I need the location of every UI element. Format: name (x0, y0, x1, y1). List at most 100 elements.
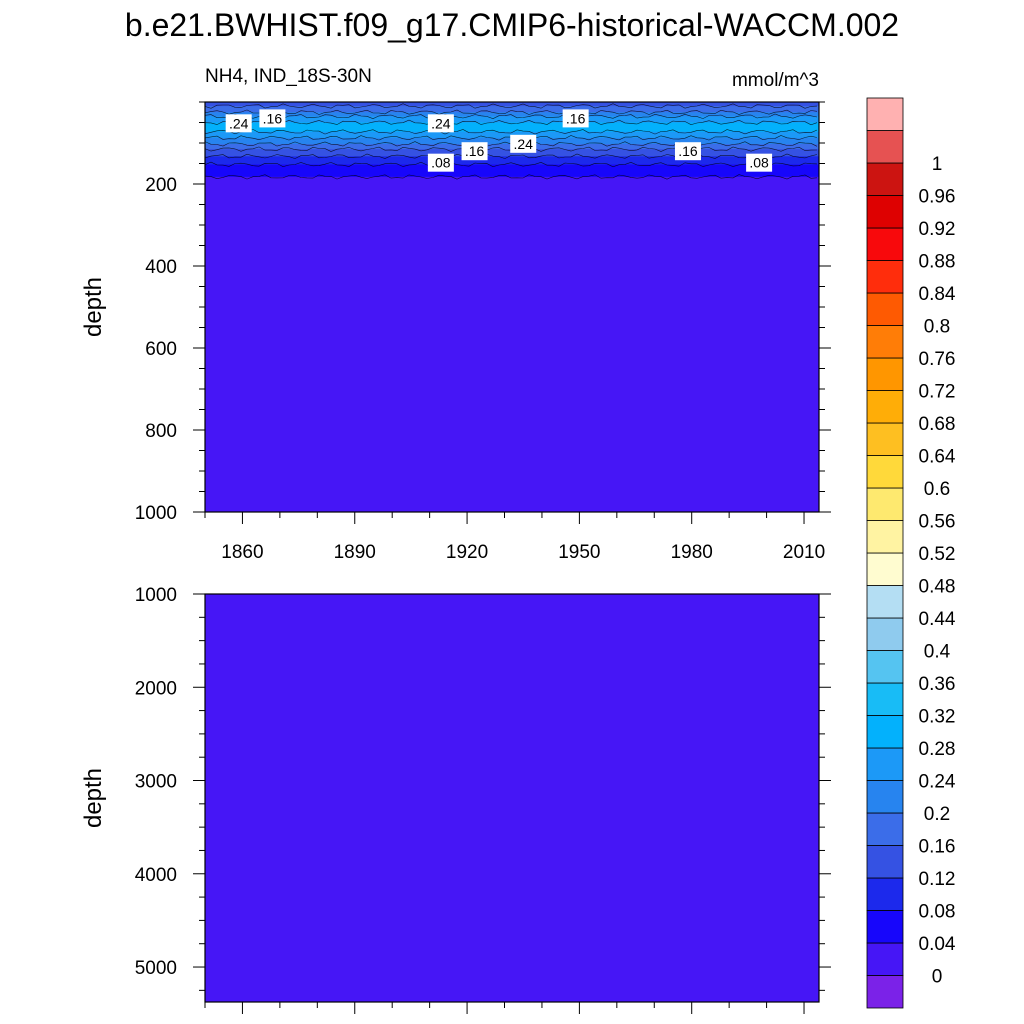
contour-line-1 (205, 103, 818, 109)
y-tick-label: 4000 (135, 865, 177, 886)
colorbar-swatch (866, 942, 904, 976)
contour-label-box (562, 109, 589, 128)
chart-title: b.e21.BWHIST.f09_g17.CMIP6-historical-WA… (125, 7, 899, 43)
colorbar-label: 0.6 (924, 479, 950, 500)
colorbar-label: 0.64 (919, 447, 956, 468)
colorbar-swatch (866, 715, 904, 749)
contour-label-box (510, 134, 537, 153)
contour-band-11 (205, 176, 819, 512)
colorbar-label: 0.72 (919, 382, 956, 403)
colorbar-label: 0.08 (919, 902, 956, 923)
colorbar-label: 0 (932, 967, 943, 988)
colorbar-label: 0.56 (919, 512, 956, 533)
colorbar-swatch (866, 682, 904, 716)
lower-panel: 1000 2000 3000 4000 5000 depth (80, 585, 831, 1014)
contour-label: .24 (513, 136, 533, 152)
y-tick-label: 2000 (135, 678, 177, 699)
contour-line-4 (205, 119, 818, 126)
y-tick-label: 1000 (135, 503, 177, 524)
contour-line-3 (205, 113, 818, 120)
colorbar-swatch (866, 552, 904, 586)
colorbar-label: 1 (932, 154, 943, 175)
contour-line-5 (205, 129, 818, 135)
y-axis-label: depth (80, 277, 107, 337)
colorbar-swatch (866, 422, 904, 456)
x-tick-label: 1920 (446, 542, 488, 563)
colorbar-swatch (866, 877, 904, 911)
x-tick-label: 1980 (671, 542, 713, 563)
colorbar-swatch (866, 845, 904, 879)
contour-band-0 (205, 102, 819, 107)
colorbar-label: 0.88 (919, 252, 956, 273)
colorbar-label: 0.28 (919, 739, 956, 760)
contour-label-box (225, 114, 252, 133)
contour-label-box (259, 109, 286, 128)
colorbar-swatch (866, 260, 904, 294)
plot-frame (204, 593, 820, 1003)
colorbar-swatch (866, 455, 904, 489)
colorbar-label: 0.16 (919, 837, 956, 858)
colorbar-swatch (866, 97, 904, 131)
contour-label: .16 (263, 110, 283, 126)
colorbar-label: 0.44 (919, 609, 956, 630)
x-tick-label: 1950 (558, 542, 600, 563)
x-tick-label: 2010 (783, 542, 825, 563)
colorbar-swatch (866, 130, 904, 164)
colorbar-swatch (866, 812, 904, 846)
colorbar-swatch (866, 162, 904, 196)
colorbar-swatch (866, 292, 904, 326)
contour-band-9 (205, 156, 819, 166)
contour-label: .24 (229, 115, 249, 131)
contour-band-8 (205, 149, 819, 157)
colorbar-label: 0.76 (919, 349, 956, 370)
y-tick-label: 3000 (135, 772, 177, 793)
colorbar-swatch (866, 390, 904, 424)
contour-field (205, 594, 819, 1002)
colorbar-label: 0.24 (919, 772, 956, 793)
colorbar-swatch (866, 910, 904, 944)
contour-band-10 (205, 164, 819, 178)
colorbar-swatch (866, 520, 904, 554)
contour-label: .08 (431, 155, 451, 171)
contour-label: .24 (431, 115, 451, 131)
contour-line-10 (205, 161, 818, 168)
colorbar: 0 0.04 0.08 0.12 0.16 0.2 0.24 0.28 0.32 0.36 0.4 0… (866, 97, 956, 1009)
colorbar-swatch (866, 357, 904, 391)
upper-panel: .24 .16 .24 .16 .16 .24 .08 .16 .08 1860 1890 1920 1… (80, 101, 831, 563)
colorbar-label: 0.84 (919, 284, 956, 305)
colorbar-label: 0.52 (919, 544, 956, 565)
contour-band-4 (205, 122, 819, 133)
contour-label-box (427, 114, 454, 133)
y-tick-label: 5000 (135, 958, 177, 979)
contour-line-11 (205, 174, 818, 180)
colorbar-swatch (866, 227, 904, 261)
y-tick-label: 800 (145, 421, 177, 442)
contour-band-3 (205, 116, 819, 124)
y-tick-label: 200 (145, 175, 177, 196)
colorbar-swatch (866, 585, 904, 619)
colorbar-label: 0.04 (919, 934, 956, 955)
colorbar-label: 0.4 (924, 642, 951, 663)
y-tick-label: 400 (145, 257, 177, 278)
colorbar-swatch (866, 617, 904, 651)
contour-band-0 (205, 594, 819, 1002)
colorbar-label: 0.92 (919, 219, 956, 240)
contour-label-box (674, 142, 701, 161)
contour-label: .16 (566, 110, 586, 126)
colorbar-swatch (866, 487, 904, 521)
colorbar-label: 0.8 (924, 317, 950, 338)
colorbar-swatch (866, 975, 904, 1009)
colorbar-swatch (866, 325, 904, 359)
x-tick-label: 1890 (334, 542, 376, 563)
contour-label: .16 (465, 143, 485, 159)
contour-label: .08 (749, 155, 769, 171)
subtitle-left: NH4, IND_18S-30N (205, 66, 372, 87)
contour-label-box (461, 142, 488, 161)
contour-band-1 (205, 106, 819, 113)
colorbar-label: 0.2 (924, 804, 950, 825)
colorbar-swatch (866, 650, 904, 684)
contour-line-2 (205, 109, 818, 115)
colorbar-label: 0.36 (919, 674, 956, 695)
colorbar-label: 0.12 (919, 869, 956, 890)
